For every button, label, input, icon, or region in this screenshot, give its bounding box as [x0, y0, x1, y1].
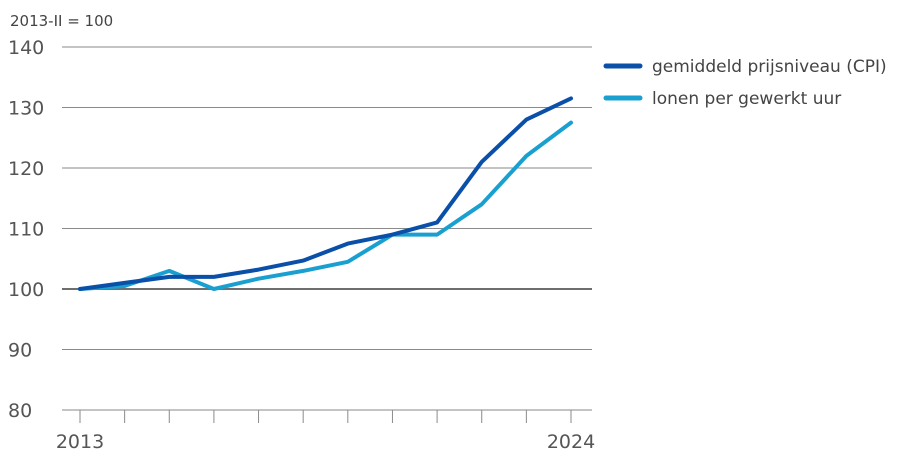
y-tick-label: 80 [8, 400, 32, 422]
grid-layer [62, 46, 592, 411]
series-layer [78, 96, 573, 291]
unit-label: 2013-II = 100 [10, 12, 113, 30]
x-tick-label-end: 2024 [547, 431, 595, 453]
y-tick-label: 110 [8, 219, 44, 241]
y-tick-labels: 80 90 100 110 120 130 140 [8, 37, 44, 422]
y-tick-label: 130 [8, 98, 44, 120]
x-tick-label-start: 2013 [56, 431, 104, 453]
y-tick-label: 140 [8, 37, 44, 59]
series-line-1 [78, 96, 573, 291]
x-axis [79, 410, 572, 423]
y-tick-label: 90 [8, 340, 32, 362]
legend-label: lonen per gewerkt uur [652, 89, 841, 109]
legend: gemiddeld prijsniveau (CPI) lonen per gew… [603, 57, 887, 109]
legend-label: gemiddeld prijsniveau (CPI) [652, 57, 887, 77]
y-tick-label: 120 [8, 158, 44, 180]
series-line-2 [78, 120, 573, 291]
y-tick-label: 100 [8, 279, 44, 301]
